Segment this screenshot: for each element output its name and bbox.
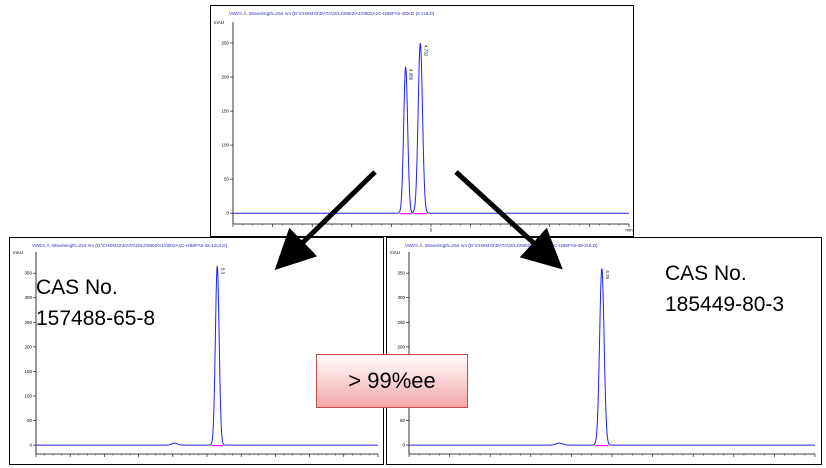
arrow-to-left [289, 172, 375, 256]
ee-label: > 99%ee [348, 368, 435, 394]
enantiomeric-excess-badge: > 99%ee [316, 354, 468, 408]
arrow-to-right [456, 172, 548, 256]
